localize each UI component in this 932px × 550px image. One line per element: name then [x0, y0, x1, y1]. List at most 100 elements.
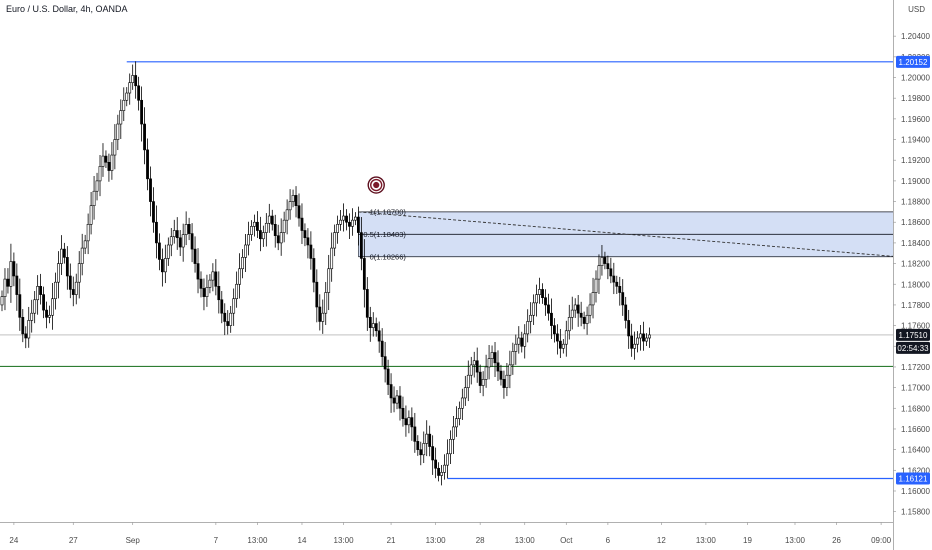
price-tick-label: 1.19200 [901, 156, 930, 165]
time-axis: 24 27 Sep 7 13:00 14 13:00 21 13:00 28 13:00 Oct 6 12… [0, 522, 932, 550]
fib-label: 0(1.18266) [370, 252, 407, 261]
candle-bull [9, 261, 13, 287]
candle-bear [377, 330, 381, 342]
candle-bull [48, 314, 51, 318]
candle-bull [253, 221, 256, 227]
candle-bull [457, 407, 461, 419]
candle-bull [514, 343, 518, 352]
candle-bear [15, 275, 19, 295]
candle-bull [208, 279, 212, 288]
time-tick-label: 21 [387, 536, 396, 545]
candle-bear [434, 459, 438, 469]
candle-bull [567, 317, 571, 332]
candle-bull [446, 453, 449, 466]
time-tick-label: 13:00 [696, 536, 717, 545]
candle-bear [401, 407, 405, 419]
time-tick-label: Sep [126, 536, 141, 545]
candle-bull [232, 298, 236, 314]
candle-bear [256, 221, 259, 231]
candle-bear [392, 397, 396, 404]
fib-label: 1(1.18700) [370, 207, 407, 216]
candle-bear [315, 281, 319, 308]
resistance-price-tag: 1.20152 [899, 58, 928, 67]
candle-bear [137, 85, 141, 101]
candle-bull [648, 334, 651, 339]
candle-bear [627, 320, 631, 337]
price-tick-label: 1.16200 [901, 466, 930, 475]
candle-bull [267, 215, 271, 224]
candle-bear [155, 221, 158, 244]
candle-bear [143, 123, 146, 151]
candle-bull [169, 236, 173, 246]
candle-bear [6, 278, 10, 287]
candle-bear [547, 304, 550, 314]
price-tick-label: 1.19800 [901, 94, 930, 103]
candles [0, 61, 651, 486]
currency-label: USD [908, 5, 925, 14]
candle-bull [449, 439, 452, 455]
candle-bear [413, 426, 417, 442]
price-tick-label: 1.18600 [901, 218, 930, 227]
candle-bear [309, 244, 313, 259]
candle-bull [508, 364, 512, 376]
candle-bull [573, 304, 577, 311]
candle-bull [36, 286, 40, 301]
candle-bull [119, 110, 123, 125]
candle-bull [0, 296, 4, 306]
candle-bull [570, 309, 574, 318]
candle-bull [59, 248, 63, 264]
countdown-tag-bg [896, 341, 930, 354]
candle-bear [389, 384, 393, 399]
candle-bull [330, 247, 334, 270]
price-tick-label: 1.15800 [901, 508, 930, 517]
current-price-tag: 1.17510 [899, 331, 928, 340]
candle-bull [238, 268, 242, 285]
price-tags: 1.20152 1.17510 02:54:33 1.16121 [896, 55, 930, 485]
time-tick-label: 24 [9, 536, 18, 545]
candle-bull [291, 195, 295, 202]
candle-bull [181, 234, 185, 248]
candle-bear [220, 299, 224, 314]
price-tick-label: 1.19600 [901, 115, 930, 124]
candle-bull [633, 343, 637, 349]
candle-bear [550, 312, 553, 326]
candle-bear [499, 370, 503, 380]
target-icon [367, 176, 385, 194]
candle-bear [294, 195, 298, 206]
candle-bull [80, 247, 84, 264]
candle-bull [339, 219, 342, 225]
candle-bull [333, 232, 337, 249]
candle-bear [606, 263, 610, 270]
candle-bull [264, 222, 268, 233]
candle-bull [98, 166, 102, 182]
time-tick-label: 19 [743, 536, 752, 545]
candle-bull [3, 278, 7, 297]
candle-bull [77, 263, 81, 283]
time-tick-label: 13:00 [785, 536, 806, 545]
fib-label: 0.5(1.18483) [363, 230, 406, 239]
candle-bear [65, 257, 69, 277]
candle-bear [365, 289, 369, 318]
candle-bear [202, 288, 206, 297]
candle-bull [440, 472, 443, 476]
candle-bear [187, 224, 191, 234]
candle-bull [125, 92, 129, 101]
price-tick-label: 1.18400 [901, 239, 930, 248]
time-tick-label: 26 [832, 536, 841, 545]
resistance-price-tag-bg [896, 55, 930, 68]
candle-bear [71, 289, 75, 295]
candle-bear [475, 360, 479, 373]
candle-bear [318, 306, 322, 322]
price-tick-label: 1.19000 [901, 177, 930, 186]
candle-bull [128, 82, 132, 94]
candle-bear [270, 215, 274, 225]
candle-bear [160, 259, 164, 273]
candle-bull [27, 320, 31, 339]
candle-bull [30, 312, 34, 321]
candle-bear [374, 323, 378, 332]
price-tick-label: 1.17600 [901, 322, 930, 331]
candle-bull [324, 292, 328, 314]
candle-bear [345, 215, 348, 223]
price-tick-label: 1.19400 [901, 136, 930, 145]
